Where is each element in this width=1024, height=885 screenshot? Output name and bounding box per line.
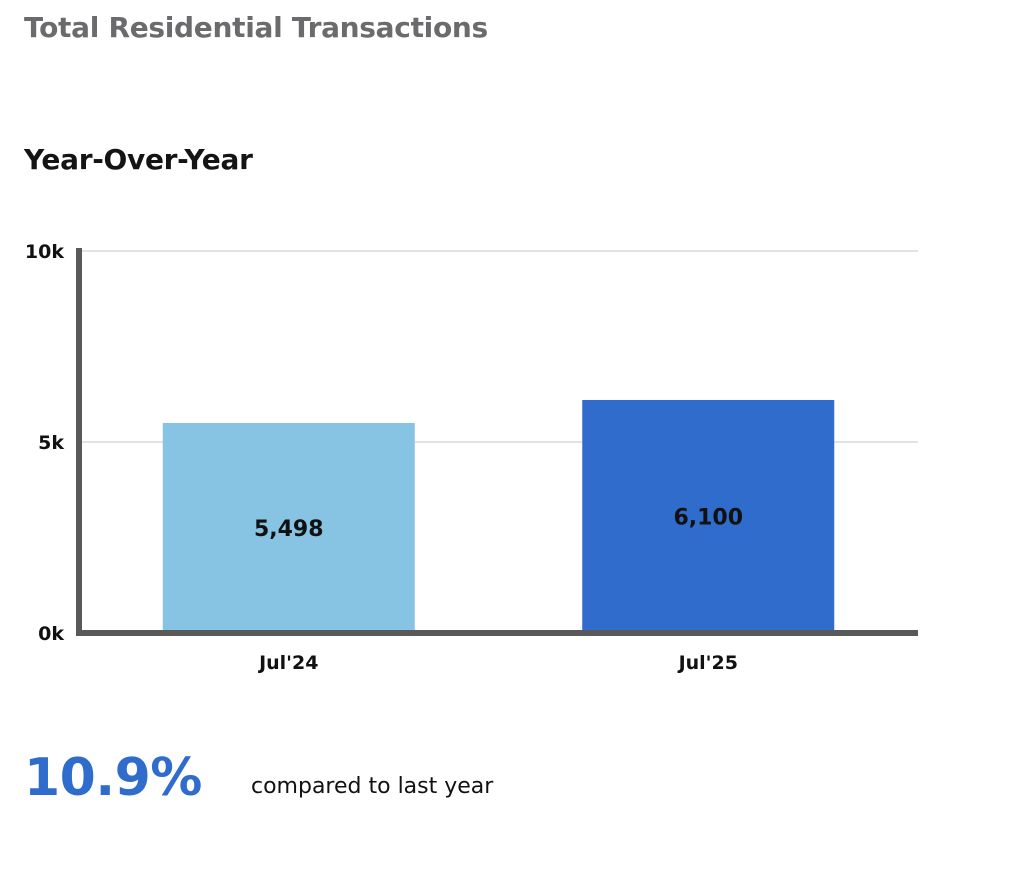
y-tick-label: 0k	[38, 623, 64, 645]
x-tick-label: Jul'25	[677, 652, 738, 674]
bar	[582, 399, 835, 633]
labels: 0k 5k 10k 5,498 Jul'24 6,100 Jul'25	[25, 241, 743, 674]
x-tick-label: Jul'24	[257, 652, 318, 674]
bar-value-label: 6,100	[673, 505, 743, 530]
bar-value-label: 5,498	[254, 517, 324, 542]
y-tick-label: 5k	[38, 432, 64, 454]
bar	[162, 422, 415, 633]
y-tick-label: 10k	[25, 241, 64, 263]
yoy-change-value: 10.9%	[24, 748, 202, 808]
chart-title: Year-Over-Year	[24, 143, 253, 176]
page-title: Total Residential Transactions	[24, 11, 488, 44]
yoy-change-label: compared to last year	[251, 774, 494, 799]
axes	[76, 248, 918, 636]
bars	[162, 399, 835, 633]
